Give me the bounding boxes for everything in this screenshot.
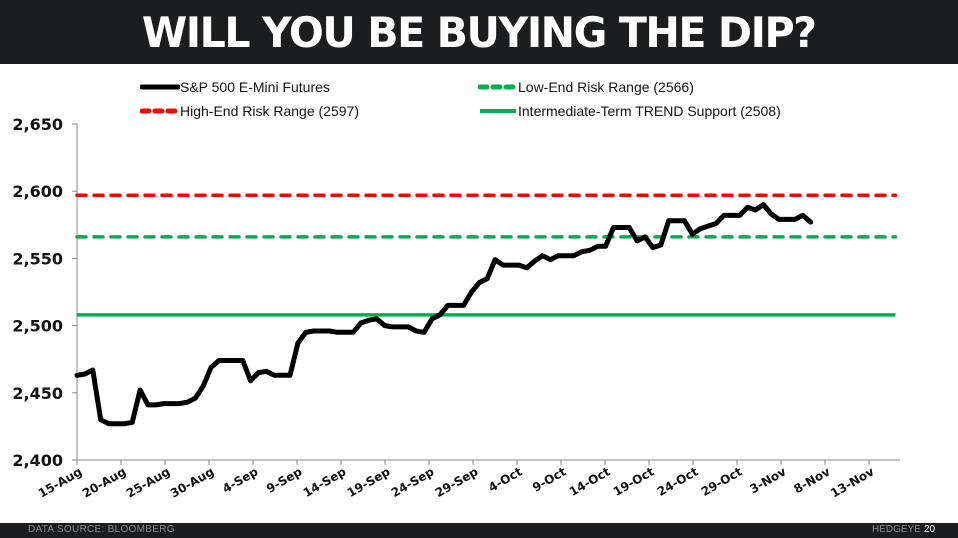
x-tick-label: 13-Nov — [828, 464, 877, 500]
x-tick-label: 29-Oct — [699, 464, 745, 499]
y-tick-label: 2,650 — [12, 115, 63, 134]
y-tick-label: 2,400 — [12, 451, 63, 470]
x-tick-label: 29-Sep — [433, 464, 481, 500]
title-bar: WILL YOU BE BUYING THE DIP? — [0, 0, 958, 64]
x-tick-label: 24-Oct — [655, 464, 701, 499]
chart-title: WILL YOU BE BUYING THE DIP? — [142, 7, 817, 57]
legend-label: High-End Risk Range (2597) — [180, 103, 359, 119]
line-chart: 2,4002,4502,5002,5502,6002,65015-Aug20-A… — [12, 115, 900, 501]
legend-label: Intermediate-Term TREND Support (2508) — [518, 103, 781, 119]
brand-label: HEDGEYE — [872, 524, 921, 535]
x-tick-label: 4-Sep — [220, 464, 261, 496]
legend-item-low-end: Low-End Risk Range (2566) — [478, 78, 694, 96]
x-tick-label: 3-Nov — [747, 464, 788, 496]
dashed-line-swatch-icon — [140, 108, 180, 114]
chart-legend: S&P 500 E-Mini Futures Low-End Risk Rang… — [140, 78, 840, 124]
legend-item-high-end: High-End Risk Range (2597) — [140, 102, 359, 120]
x-tick-label: 20-Aug — [80, 464, 129, 500]
x-tick-label: 24-Sep — [389, 464, 437, 500]
legend-item-sp500: S&P 500 E-Mini Futures — [140, 78, 330, 96]
legend-label: Low-End Risk Range (2566) — [518, 79, 694, 95]
y-tick-label: 2,550 — [12, 249, 63, 268]
x-tick-label: 19-Sep — [345, 464, 393, 500]
x-tick-label: 4-Oct — [486, 464, 525, 494]
y-tick-label: 2,500 — [12, 317, 63, 336]
reference-lines — [75, 193, 898, 317]
price-series — [74, 202, 814, 427]
x-tick-label: 9-Oct — [530, 464, 569, 494]
footer-bar: DATA SOURCE: BLOOMBERG HEDGEYE 20 — [0, 523, 958, 538]
y-tick-label: 2,450 — [12, 384, 63, 403]
legend-label: S&P 500 E-Mini Futures — [180, 79, 330, 95]
data-source: DATA SOURCE: BLOOMBERG — [28, 524, 175, 535]
x-tick-label: 9-Sep — [264, 464, 305, 496]
x-tick-label: 30-Aug — [168, 464, 217, 500]
legend-item-trend: Intermediate-Term TREND Support (2508) — [478, 102, 781, 120]
page-number: 20 — [924, 524, 936, 535]
x-tick-label: 25-Aug — [124, 464, 173, 500]
x-tick-label: 14-Oct — [567, 464, 613, 499]
dashed-line-swatch-icon — [478, 84, 518, 90]
x-tick-label: 19-Oct — [611, 464, 657, 499]
x-tick-label: 8-Nov — [791, 464, 832, 496]
solid-line-swatch-icon — [480, 109, 516, 113]
sp500-line — [74, 202, 814, 427]
y-tick-label: 2,600 — [12, 182, 63, 201]
solid-line-swatch-icon — [140, 84, 180, 90]
x-tick-label: 14-Sep — [301, 464, 349, 500]
